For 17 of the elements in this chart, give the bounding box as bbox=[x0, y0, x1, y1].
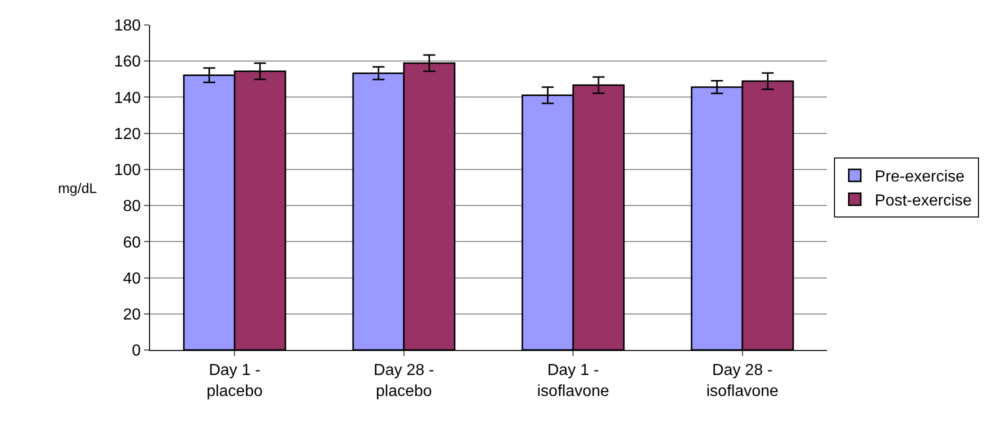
y-tick-label: 20 bbox=[123, 306, 141, 324]
x-tick-label: Day 28 - placebo bbox=[374, 362, 434, 400]
y-tick-label: 120 bbox=[114, 126, 141, 143]
y-tick-label: 60 bbox=[123, 234, 141, 252]
x-tick-label: Day 1 - isoflavone bbox=[537, 362, 610, 400]
y-tick-label: 100 bbox=[114, 162, 141, 180]
x-tick-label: Day 28 - isoflavone bbox=[706, 362, 779, 400]
y-tick-label: 180 bbox=[114, 18, 141, 35]
legend-label: Post-exercise bbox=[874, 192, 972, 210]
legend-label: Pre-exercise bbox=[874, 168, 965, 186]
x-tick-label: Day 1 - placebo bbox=[206, 362, 263, 400]
y-axis-title: mg/dL bbox=[58, 180, 98, 196]
y-tick-label: 80 bbox=[123, 198, 141, 216]
y-tick-label: 160 bbox=[114, 54, 141, 71]
y-tick-label: 140 bbox=[114, 90, 141, 107]
y-tick-label: 40 bbox=[123, 270, 141, 288]
y-tick-label: 0 bbox=[132, 342, 141, 360]
